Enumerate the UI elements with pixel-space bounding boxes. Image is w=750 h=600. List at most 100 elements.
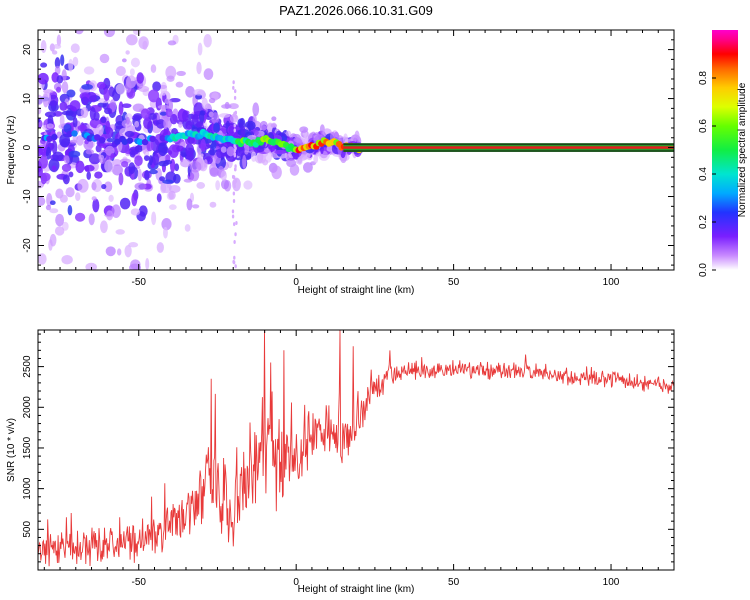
heatmap-cell [70, 43, 80, 54]
heatmap-cell [94, 171, 103, 179]
heatmap-cell [38, 155, 48, 169]
heatmap-cell [234, 232, 237, 237]
y-tick-label: 20 [22, 44, 33, 56]
heatmap-cell [132, 30, 141, 35]
heatmap-cell [302, 162, 313, 173]
heatmap-cell [101, 183, 107, 190]
heatmap-cell [191, 113, 199, 127]
heatmap-cell [232, 85, 235, 90]
heatmap-cell [54, 57, 61, 69]
heatmap-ridge-layer [41, 128, 674, 154]
heatmap-cell [51, 165, 57, 171]
heatmap-cell [103, 181, 113, 193]
heatmap-cell [42, 91, 51, 106]
heatmap-cell [196, 61, 202, 75]
heatmap-cell [128, 162, 136, 175]
heatmap-cell [173, 173, 181, 184]
heatmap-cell [285, 130, 292, 138]
colorbar-gradient [712, 30, 738, 270]
heatmap-cell [270, 123, 278, 128]
heatmap-cell [38, 253, 47, 265]
heatmap-cell [40, 39, 47, 53]
heatmap-cell [98, 143, 107, 148]
heatmap-cell [55, 213, 65, 227]
heatmap-cell [162, 179, 174, 184]
heatmap-cell [59, 101, 68, 111]
ridge-blob [136, 138, 144, 146]
heatmap-cell [91, 181, 97, 191]
heatmap-cell [191, 204, 200, 209]
heatmap-cell [129, 150, 136, 158]
heatmap-cell [233, 95, 237, 100]
heatmap-cell [74, 2, 85, 15]
heatmap-cell [209, 201, 217, 208]
heatmap-cell [134, 155, 143, 167]
heatmap-cell [63, 155, 70, 164]
heatmap-cell [252, 102, 260, 117]
heatmap-cell [233, 239, 236, 244]
heatmap-cell [60, 54, 65, 67]
heatmap-cell [134, 182, 147, 190]
heatmap-cell [49, 200, 56, 206]
y-tick-label: 2000 [22, 396, 33, 419]
heatmap-cell [231, 209, 235, 214]
heatmap-cell [215, 180, 221, 191]
heatmap-cell [121, 160, 129, 168]
ridge-blob [149, 135, 156, 143]
heatmap-cell [151, 211, 157, 226]
heatmap-cell [45, 146, 51, 160]
heatmap-cell [165, 108, 173, 118]
heatmap-cell [131, 192, 138, 207]
heatmap-cell [261, 125, 267, 131]
heatmap-cell [81, 96, 89, 106]
heatmap-cell [161, 218, 172, 231]
heatmap-cell [74, 212, 86, 222]
heatmap-cell [164, 98, 170, 105]
heatmap-cell [68, 171, 74, 178]
heatmap-cell [126, 34, 138, 46]
heatmap-cell [232, 198, 236, 203]
heatmap-cell [77, 124, 88, 132]
heatmap-cell [203, 68, 214, 80]
heatmap-cell [134, 121, 140, 128]
heatmap-cell [157, 104, 170, 110]
heatmap-cell [274, 149, 287, 155]
heatmap-cell [228, 103, 239, 110]
heatmap-cell [59, 133, 71, 148]
heatmap-cell [176, 70, 186, 76]
heatmap-cell [115, 83, 126, 95]
heatmap-cell [147, 113, 157, 120]
heatmap-cell [100, 116, 107, 124]
heatmap-cell [59, 114, 65, 127]
heatmap-cell [106, 138, 116, 143]
heatmap-cell [69, 139, 78, 144]
heatmap-cell [119, 197, 131, 210]
heatmap-cell [189, 161, 202, 173]
heatmap-cell [158, 142, 168, 157]
heatmap-cell [313, 154, 319, 164]
heatmap-cell [193, 88, 205, 96]
heatmap-cell [105, 246, 116, 257]
heatmap-cell [44, 10, 50, 17]
heatmap-cell [228, 125, 234, 135]
colorbar-tick-label: 0.6 [698, 119, 709, 133]
heatmap-cell [176, 145, 184, 152]
y-tick-label: 10 [22, 93, 33, 105]
y-tick-label: 0 [22, 144, 33, 150]
heatmap-cell [74, 30, 84, 35]
heatmap-cell [65, 187, 75, 198]
heatmap-cell [159, 176, 166, 182]
heatmap-cell [50, 284, 54, 298]
heatmap-cell [160, 180, 172, 194]
heatmap-cell [137, 168, 142, 182]
heatmap-cell [53, 43, 62, 49]
heatmap-cell [118, 172, 124, 186]
heatmap-cell [242, 155, 247, 169]
heatmap-cell [168, 150, 173, 155]
heatmap-cell [133, 113, 143, 120]
heatmap-cell [119, 287, 128, 294]
heatmap-cell [56, 34, 62, 47]
heatmap-x-axis: -50 0 50 100 [43, 30, 675, 288]
heatmap-cell [234, 167, 237, 172]
